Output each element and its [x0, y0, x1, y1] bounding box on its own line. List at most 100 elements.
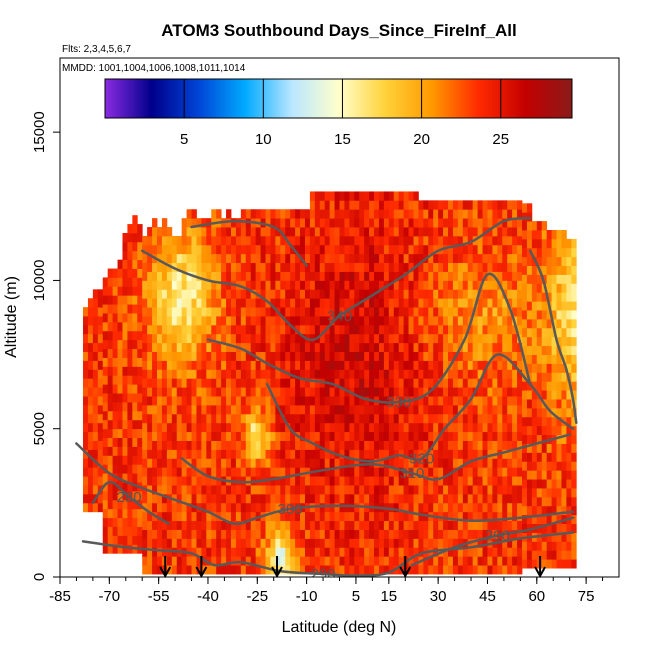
- heatmap-cell: [492, 565, 498, 575]
- heatmap-cell: [324, 511, 331, 522]
- heatmap-cell: [304, 235, 311, 246]
- heatmap-cell: [181, 253, 187, 264]
- heatmap-cell: [452, 271, 459, 281]
- heatmap-cell: [304, 556, 311, 566]
- heatmap-cell: [295, 476, 301, 486]
- heatmap-cell: [507, 316, 513, 326]
- heatmap-cell: [226, 351, 232, 361]
- heatmap-cell: [364, 307, 370, 317]
- heatmap-cell: [152, 244, 158, 255]
- heatmap-cell: [132, 313, 138, 323]
- heatmap-cell: [472, 529, 478, 539]
- heatmap-cell: [137, 508, 143, 519]
- heatmap-cell: [221, 333, 227, 344]
- heatmap-cell: [221, 458, 227, 468]
- heatmap-cell: [472, 396, 478, 406]
- heatmap-cell: [127, 499, 133, 510]
- heatmap-cell: [492, 289, 498, 299]
- heatmap-cell: [201, 253, 207, 264]
- heatmap-cell: [92, 476, 99, 486]
- heatmap-cell: [388, 209, 395, 219]
- heatmap-cell: [354, 218, 360, 228]
- heatmap-cell: [433, 529, 439, 539]
- heatmap-cell: [329, 422, 335, 433]
- heatmap-cell: [245, 440, 252, 450]
- heatmap-cell: [122, 455, 128, 465]
- heatmap-cell: [403, 387, 409, 397]
- heatmap-cell: [566, 274, 572, 284]
- heatmap-cell: [428, 218, 434, 228]
- heatmap-cell: [443, 342, 449, 353]
- heatmap-cell: [526, 310, 533, 320]
- heatmap-cell: [319, 502, 326, 513]
- heatmap-cell: [255, 387, 261, 397]
- heatmap-cell: [344, 316, 350, 326]
- heatmap-cell: [324, 485, 331, 495]
- heatmap-cell: [452, 493, 459, 504]
- heatmap-cell: [393, 378, 400, 388]
- heatmap-cell: [457, 351, 464, 361]
- heatmap-cell: [369, 298, 375, 308]
- heatmap-cell: [245, 369, 252, 379]
- heatmap-cell: [270, 244, 276, 255]
- heatmap-cell: [522, 230, 528, 240]
- heatmap-cell: [383, 413, 390, 424]
- heatmap-cell: [551, 416, 557, 427]
- heatmap-cell: [472, 271, 478, 281]
- heatmap-cell: [280, 262, 286, 272]
- heatmap-cell: [512, 467, 518, 477]
- heatmap-cell: [255, 431, 261, 441]
- heatmap-cell: [275, 396, 281, 406]
- heatmap-cell: [221, 387, 227, 397]
- heatmap-cell: [216, 493, 222, 504]
- heatmap-cell: [206, 369, 212, 379]
- heatmap-cell: [433, 502, 439, 513]
- heatmap-cell: [477, 458, 483, 468]
- heatmap-cell: [462, 520, 469, 530]
- heatmap-cell: [181, 485, 187, 495]
- heatmap-cell: [477, 200, 483, 210]
- heatmap-cell: [354, 235, 360, 246]
- heatmap-cell: [290, 271, 296, 281]
- heatmap-cell: [186, 502, 192, 513]
- heatmap-cell: [354, 209, 360, 219]
- heatmap-cell: [502, 485, 508, 495]
- heatmap-cell: [117, 286, 123, 296]
- heatmap-cell: [467, 422, 474, 433]
- heatmap-cell: [462, 413, 469, 424]
- heatmap-cell: [255, 422, 261, 433]
- heatmap-cell: [522, 318, 528, 329]
- heatmap-cell: [334, 387, 340, 397]
- heatmap-cell: [240, 520, 247, 530]
- heatmap-cell: [502, 235, 508, 246]
- heatmap-cell: [191, 413, 197, 424]
- heatmap-cell: [87, 351, 94, 361]
- heatmap-cell: [448, 271, 454, 281]
- heatmap-cell: [536, 452, 543, 462]
- heatmap-cell: [206, 449, 212, 459]
- heatmap-cell: [137, 250, 143, 261]
- heatmap-cell: [522, 425, 528, 436]
- heatmap-cell: [304, 458, 311, 468]
- heatmap-cell: [383, 467, 390, 477]
- heatmap-cell: [275, 476, 281, 486]
- heatmap-cell: [166, 440, 173, 450]
- heatmap-cell: [398, 476, 405, 486]
- heatmap-cell: [556, 336, 562, 347]
- heatmap-cell: [388, 476, 395, 486]
- heatmap-cell: [522, 443, 528, 453]
- heatmap-cell: [472, 502, 478, 513]
- heatmap-cell: [275, 262, 281, 272]
- heatmap-cell: [566, 559, 572, 569]
- heatmap-cell: [462, 565, 469, 575]
- heatmap-cell: [443, 316, 449, 326]
- heatmap-cell: [462, 449, 469, 459]
- heatmap-cell: [438, 396, 444, 406]
- heatmap-cell: [364, 342, 370, 353]
- heatmap-cell: [176, 476, 183, 486]
- heatmap-cell: [324, 262, 331, 272]
- heatmap-cell: [561, 461, 567, 471]
- heatmap-cell: [487, 387, 493, 397]
- heatmap-cell: [482, 387, 488, 397]
- heatmap-cell: [462, 227, 469, 237]
